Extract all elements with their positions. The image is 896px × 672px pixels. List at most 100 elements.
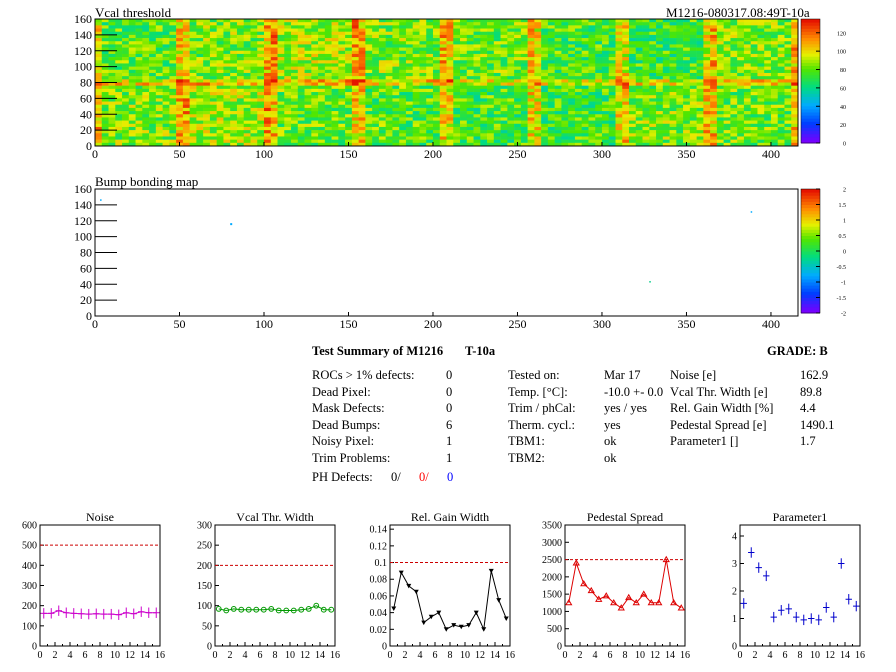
defect-label: ROCs > 1% defects: [312,368,415,382]
bump-palette-tick-label: 1 [843,219,846,225]
palette-bin [801,43,820,48]
y-tick-label: 300 [22,581,37,592]
palette-bin [801,232,820,236]
palette-bin [801,198,820,202]
palette-bin [801,288,820,292]
point-marker [238,606,245,613]
x-tick-label: 16 [155,650,165,661]
palette-bin [801,133,820,138]
point-marker [602,592,610,599]
palette-bin [801,84,820,88]
palette-bin [801,25,820,29]
x-tick-label: 6 [258,650,263,661]
y-tick-label: 250 [197,541,212,552]
palette-bin [801,130,820,135]
condition-value: ok [604,451,617,465]
y-tick-label: 0.12 [370,541,388,552]
x-tick-label: 4 [243,650,248,661]
chart-title: Parameter1 [773,510,828,524]
point-marker [610,598,618,606]
y-tick-label: 160 [74,12,92,26]
palette-bin [801,19,820,23]
palette-bin [801,263,820,267]
point-marker [625,593,633,601]
point-marker [473,610,479,616]
y-tick-label: 0 [207,642,212,653]
point-marker [391,606,397,611]
vcal-palette-tick-label: 100 [837,50,846,56]
series-line [43,610,157,616]
palette-bin [801,303,820,308]
x-tick-label: 10 [460,650,470,661]
x-tick-label: 0 [38,650,43,661]
y-tick-label: 0.02 [370,625,388,636]
y-tick-label: 0 [557,642,562,653]
point-marker [245,606,252,613]
chart-title: Pedestal Spread [587,510,663,524]
palette-bin [801,118,820,122]
chart-title: Rel. Gain Width [411,510,489,524]
palette-bin [801,74,820,79]
point-marker [466,623,472,628]
palette-bin [801,124,820,128]
palette-bin [801,65,820,70]
point-marker [572,559,580,566]
point-marker [451,623,457,628]
chart-frame [214,524,336,647]
y-tick-label: 100 [74,60,92,74]
point-marker [632,598,640,606]
palette-bin [801,238,820,243]
palette-bin [801,87,820,91]
x-tick-label: 14 [840,650,850,661]
bump-defect-dot [230,223,233,226]
palette-bin [801,201,820,205]
x-tick-label: 14 [140,650,150,661]
y-tick-label: 20 [80,123,92,137]
bump-bonding-map: 0 50 100 150 200 250 300 350 4000204060801001201… [74,182,846,331]
y-tick-label: 600 [22,521,37,532]
x-tick-label: 14 [315,650,325,661]
series-line [393,570,507,632]
point-marker [443,627,449,632]
x-tick-label: 250 [508,317,526,331]
y-tick-label: 500 [547,624,562,635]
palette-bin [801,71,820,76]
x-tick-label: 16 [680,650,690,661]
y-tick-label: 80 [80,246,92,260]
palette-bin [801,127,820,132]
vcal-threshold-map: 0 50 100 150 200 250 300 350 4000204060801001201… [74,12,846,161]
x-tick-label: 10 [285,650,295,661]
x-tick-label: 200 [424,147,442,161]
palette-bin [801,50,820,54]
y-tick-label: 2500 [542,555,562,566]
chart-title: Vcal Thr. Width [236,510,313,524]
ph-defects-value-1: 0/ [391,470,401,484]
result-label: Vcal Thr. Width [e] [670,384,768,399]
palette-bin [801,300,820,305]
y-tick-label: 0.14 [370,525,388,536]
result-label: Noise [e] [670,368,717,382]
palette-bin [801,99,820,104]
palette-bin [801,229,820,233]
point-marker [283,607,290,614]
bump-defect-dot [750,211,753,213]
point-marker [587,586,595,594]
defect-value: 0 [446,384,453,399]
point-marker [640,590,648,597]
y-tick-label: 0.08 [370,575,388,586]
x-tick-label: 4 [418,650,423,661]
x-tick-label: 50 [173,147,185,161]
y-tick-label: 140 [74,28,92,42]
point-marker [253,606,260,613]
point-marker [328,606,335,613]
y-tick-label: 100 [22,621,37,632]
map-frame [94,188,799,317]
palette-bin [801,226,820,230]
palette-bin [801,282,820,286]
point-marker [223,607,230,614]
defect-label: Mask Defects: [312,401,385,416]
palette-bin [801,189,820,193]
x-tick-label: 10 [110,650,120,661]
palette-bin [801,192,820,196]
point-marker [421,620,427,626]
